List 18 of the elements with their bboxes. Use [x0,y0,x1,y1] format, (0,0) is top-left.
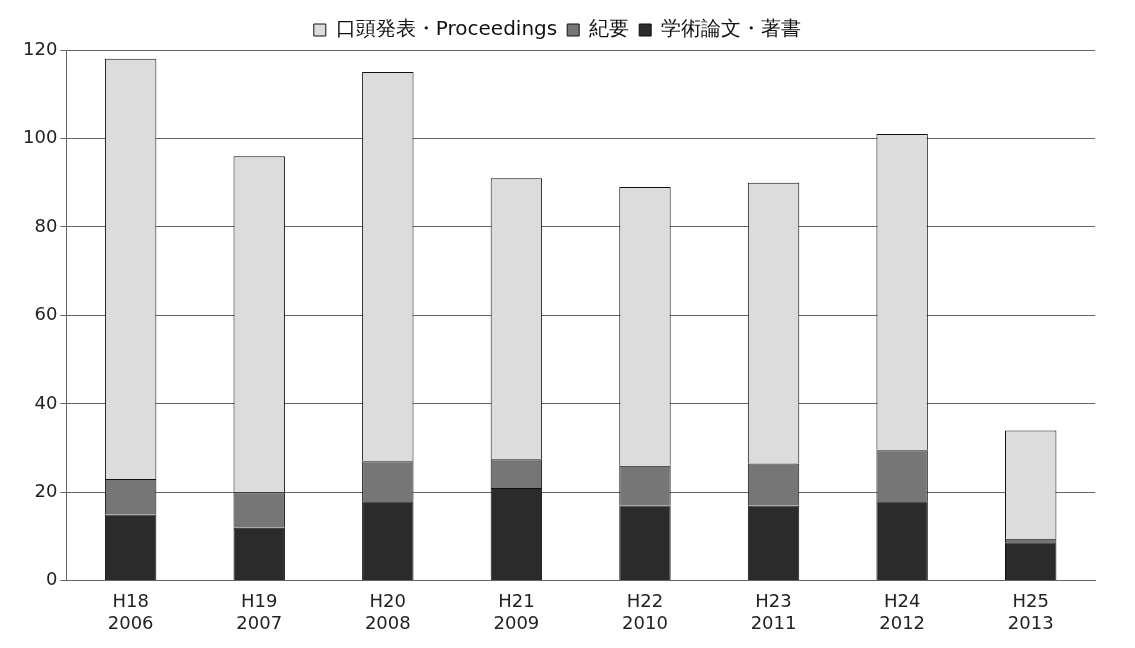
y-tick-label: 60 [34,303,58,325]
x-tick-label: H24 2012 [879,590,926,633]
legend-label: 紀要 [589,16,630,41]
x-tick-label: H18 2006 [107,590,154,633]
x-tick-label: H19 2007 [236,590,283,633]
x-tick-label: H25 2013 [1007,590,1054,633]
legend-label: 学術論文・著書 [661,16,802,41]
legend-label: 口頭発表・Proceedings [335,16,558,41]
y-tick-label: 20 [34,480,58,502]
y-tick-label: 40 [34,391,58,413]
y-tick-label: 100 [23,126,58,148]
y-tick-label: 120 [23,37,58,59]
x-tick-label: H23 2011 [750,590,797,633]
x-tick-label: H22 2010 [622,590,668,633]
x-tick-label: H21 2009 [493,590,540,633]
y-tick-label: 0 [45,568,58,590]
x-tick-label: H20 2008 [364,590,411,633]
y-tick-label: 80 [34,214,58,236]
